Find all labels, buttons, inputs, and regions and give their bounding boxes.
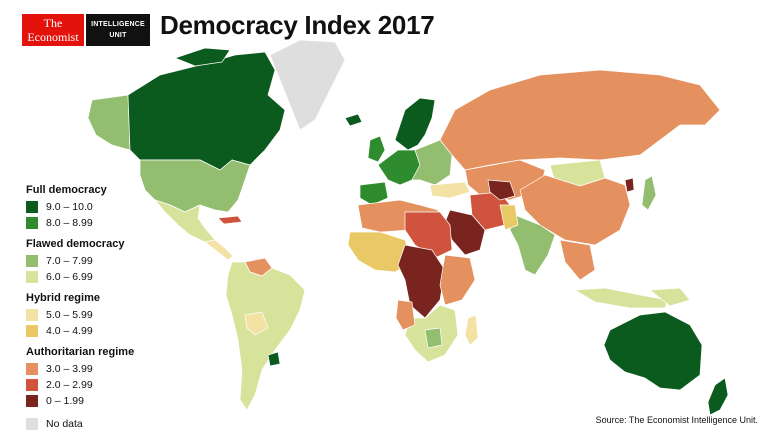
legend-group: Authoritarian regime 3.0 – 3.99 2.0 – 2.99… — [26, 346, 196, 409]
region-southeast-asia — [559, 239, 596, 281]
legend-label: 7.0 – 7.99 — [46, 255, 93, 267]
region-mexico — [154, 199, 216, 243]
legend-label: 9.0 – 10.0 — [46, 201, 93, 213]
legend-label: 0 – 1.99 — [46, 395, 84, 407]
legend-item-no-data: No data — [26, 416, 196, 432]
region-new-zealand — [707, 377, 729, 416]
legend-heading: Flawed democracy — [26, 238, 125, 250]
region-cuba — [217, 215, 243, 225]
legend-swatch — [26, 255, 38, 267]
legend-item: 4.0 – 4.99 — [26, 323, 196, 339]
legend-label: 2.0 – 2.99 — [46, 379, 93, 391]
legend-label: 3.0 – 3.99 — [46, 363, 93, 375]
eiu-logo-line2: UNIT — [109, 32, 127, 39]
region-indonesia — [574, 287, 669, 309]
legend-item: 5.0 – 5.99 — [26, 307, 196, 323]
region-north-korea — [624, 177, 635, 193]
legend-item: 7.0 – 7.99 — [26, 253, 196, 269]
region-uruguay — [267, 351, 281, 367]
legend-group: Hybrid regime 5.0 – 5.99 4.0 – 4.99 — [26, 292, 196, 339]
region-iceland — [344, 113, 363, 127]
legend-swatch — [26, 363, 38, 375]
region-madagascar — [464, 314, 479, 346]
region-east-africa — [439, 254, 476, 306]
legend-swatch — [26, 395, 38, 407]
region-west-africa — [347, 231, 413, 273]
intelligence-unit-logo: INTELLIGENCE UNIT — [86, 14, 150, 46]
legend-label: 5.0 – 5.99 — [46, 309, 93, 321]
region-scandinavia — [394, 97, 436, 151]
region-pakistan — [499, 204, 519, 231]
region-botswana — [424, 327, 443, 349]
region-china — [519, 174, 631, 246]
region-greenland — [269, 39, 346, 131]
legend-swatch — [26, 271, 38, 283]
region-alaska — [87, 94, 131, 151]
legend-item: 8.0 – 8.99 — [26, 215, 196, 231]
legend: Full democracy 9.0 – 10.0 8.0 – 8.99 Flawed… — [26, 184, 196, 432]
legend-label: 8.0 – 8.99 — [46, 217, 93, 229]
region-bolivia — [244, 311, 269, 336]
region-papua — [649, 287, 691, 307]
legend-label: 6.0 – 6.99 — [46, 271, 93, 283]
economist-logo-text: The Economist — [27, 16, 79, 44]
legend-item: 0 – 1.99 — [26, 393, 196, 409]
region-japan — [641, 175, 657, 211]
region-afghanistan — [487, 179, 516, 201]
legend-item: 3.0 – 3.99 — [26, 361, 196, 377]
region-turkey — [429, 181, 471, 199]
region-canada — [127, 51, 286, 171]
legend-item: 9.0 – 10.0 — [26, 199, 196, 215]
region-india — [509, 214, 556, 276]
region-south-america — [225, 261, 306, 411]
region-central-america — [204, 239, 234, 261]
legend-swatch — [26, 325, 38, 337]
legend-group: Flawed democracy 7.0 – 7.99 6.0 – 6.99 — [26, 238, 196, 285]
legend-heading: Authoritarian regime — [26, 346, 135, 358]
region-russia — [439, 69, 721, 171]
economist-logo: The Economist — [22, 14, 84, 46]
legend-item: 6.0 – 6.99 — [26, 269, 196, 285]
legend-swatch — [26, 309, 38, 321]
legend-heading: Hybrid regime — [26, 292, 100, 304]
legend-swatch — [26, 418, 38, 430]
region-australia — [603, 311, 703, 391]
legend-swatch — [26, 379, 38, 391]
legend-swatch — [26, 217, 38, 229]
legend-swatch — [26, 201, 38, 213]
legend-heading: Full democracy — [26, 184, 107, 196]
source-note: Source: The Economist Intelligence Unit. — [595, 415, 758, 425]
region-uk-ireland — [367, 135, 386, 163]
legend-item: 2.0 – 2.99 — [26, 377, 196, 393]
map-title: Democracy Index 2017 — [160, 10, 435, 40]
legend-group: Full democracy 9.0 – 10.0 8.0 – 8.99 — [26, 184, 196, 231]
region-angola — [395, 299, 416, 331]
region-canada-arctic — [174, 47, 231, 67]
region-libya-sudan — [404, 211, 453, 259]
region-iberia — [359, 181, 389, 206]
eiu-logo-line1: INTELLIGENCE — [91, 21, 145, 28]
region-usa — [139, 159, 251, 213]
legend-label: No data — [46, 418, 83, 430]
legend-label: 4.0 – 4.99 — [46, 325, 93, 337]
